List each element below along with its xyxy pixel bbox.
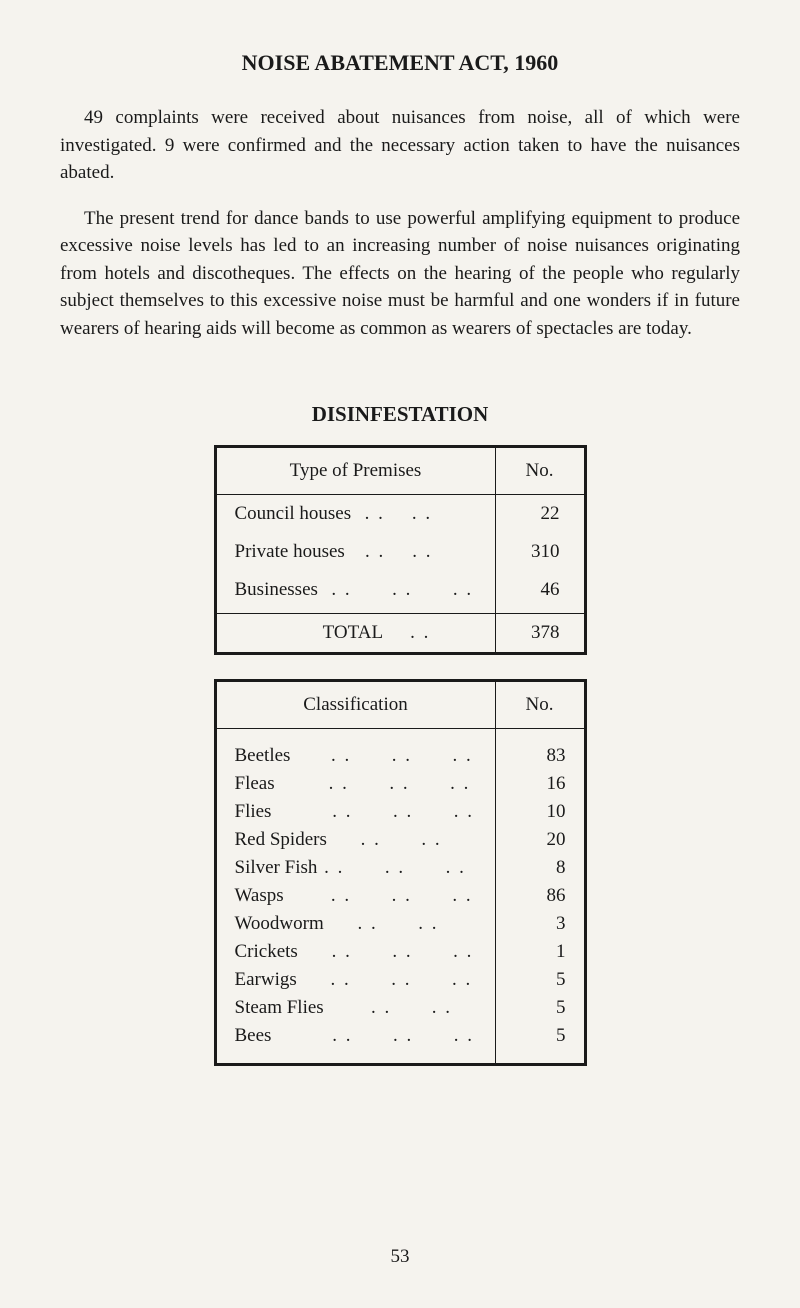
table2-row-label: Crickets . . . . . .	[215, 938, 495, 966]
table1-row-value: 310	[495, 533, 585, 571]
table2-row-value: 10	[495, 798, 585, 826]
table2-row-value: 1	[495, 938, 585, 966]
table2-row-label: Silver Fish . . . . . .	[215, 854, 495, 882]
table2-row-value: 86	[495, 882, 585, 910]
table1-row-label: Businesses . . . . . .	[215, 571, 495, 614]
table2-row-value: 83	[495, 729, 585, 771]
table2-header-no: No.	[495, 681, 585, 729]
table1-row-label: Council houses . . . .	[215, 495, 495, 534]
page-title: NOISE ABATEMENT ACT, 1960	[60, 50, 740, 76]
table1-total-label: TOTAL . .	[215, 614, 495, 654]
paragraph-1: 49 complaints were received about nuisan…	[60, 104, 740, 187]
section-title: DISINFESTATION	[60, 402, 740, 427]
table1-row-value: 22	[495, 495, 585, 534]
table1-row-value: 46	[495, 571, 585, 614]
table2-row-value: 20	[495, 826, 585, 854]
table2-row-value: 16	[495, 770, 585, 798]
table-premises-container: Type of Premises No. Council houses . . …	[60, 445, 740, 655]
table2-row-value: 5	[495, 994, 585, 1022]
table-classification-container: Classification No. Beetles . . . . . . 8…	[60, 679, 740, 1066]
table1-header-no: No.	[495, 447, 585, 495]
table2-row-label: Woodworm . . . .	[215, 910, 495, 938]
table2-row-label: Bees . . . . . .	[215, 1022, 495, 1065]
table2-row-value: 5	[495, 966, 585, 994]
table-classification: Classification No. Beetles . . . . . . 8…	[214, 679, 587, 1066]
table1-row-label: Private houses . . . .	[215, 533, 495, 571]
table2-header-type: Classification	[215, 681, 495, 729]
table2-row-value: 3	[495, 910, 585, 938]
table2-row-label: Steam Flies . . . .	[215, 994, 495, 1022]
paragraph-2: The present trend for dance bands to use…	[60, 205, 740, 343]
page-number: 53	[0, 1246, 800, 1268]
table2-row-value: 8	[495, 854, 585, 882]
table2-row-label: Earwigs . . . . . .	[215, 966, 495, 994]
table1-total-value: 378	[495, 614, 585, 654]
table2-row-label: Beetles . . . . . .	[215, 729, 495, 771]
table2-row-label: Fleas . . . . . .	[215, 770, 495, 798]
table2-row-label: Flies . . . . . .	[215, 798, 495, 826]
table2-row-label: Wasps . . . . . .	[215, 882, 495, 910]
table2-row-value: 5	[495, 1022, 585, 1065]
table1-header-type: Type of Premises	[215, 447, 495, 495]
table-premises: Type of Premises No. Council houses . . …	[214, 445, 587, 655]
table2-row-label: Red Spiders . . . .	[215, 826, 495, 854]
